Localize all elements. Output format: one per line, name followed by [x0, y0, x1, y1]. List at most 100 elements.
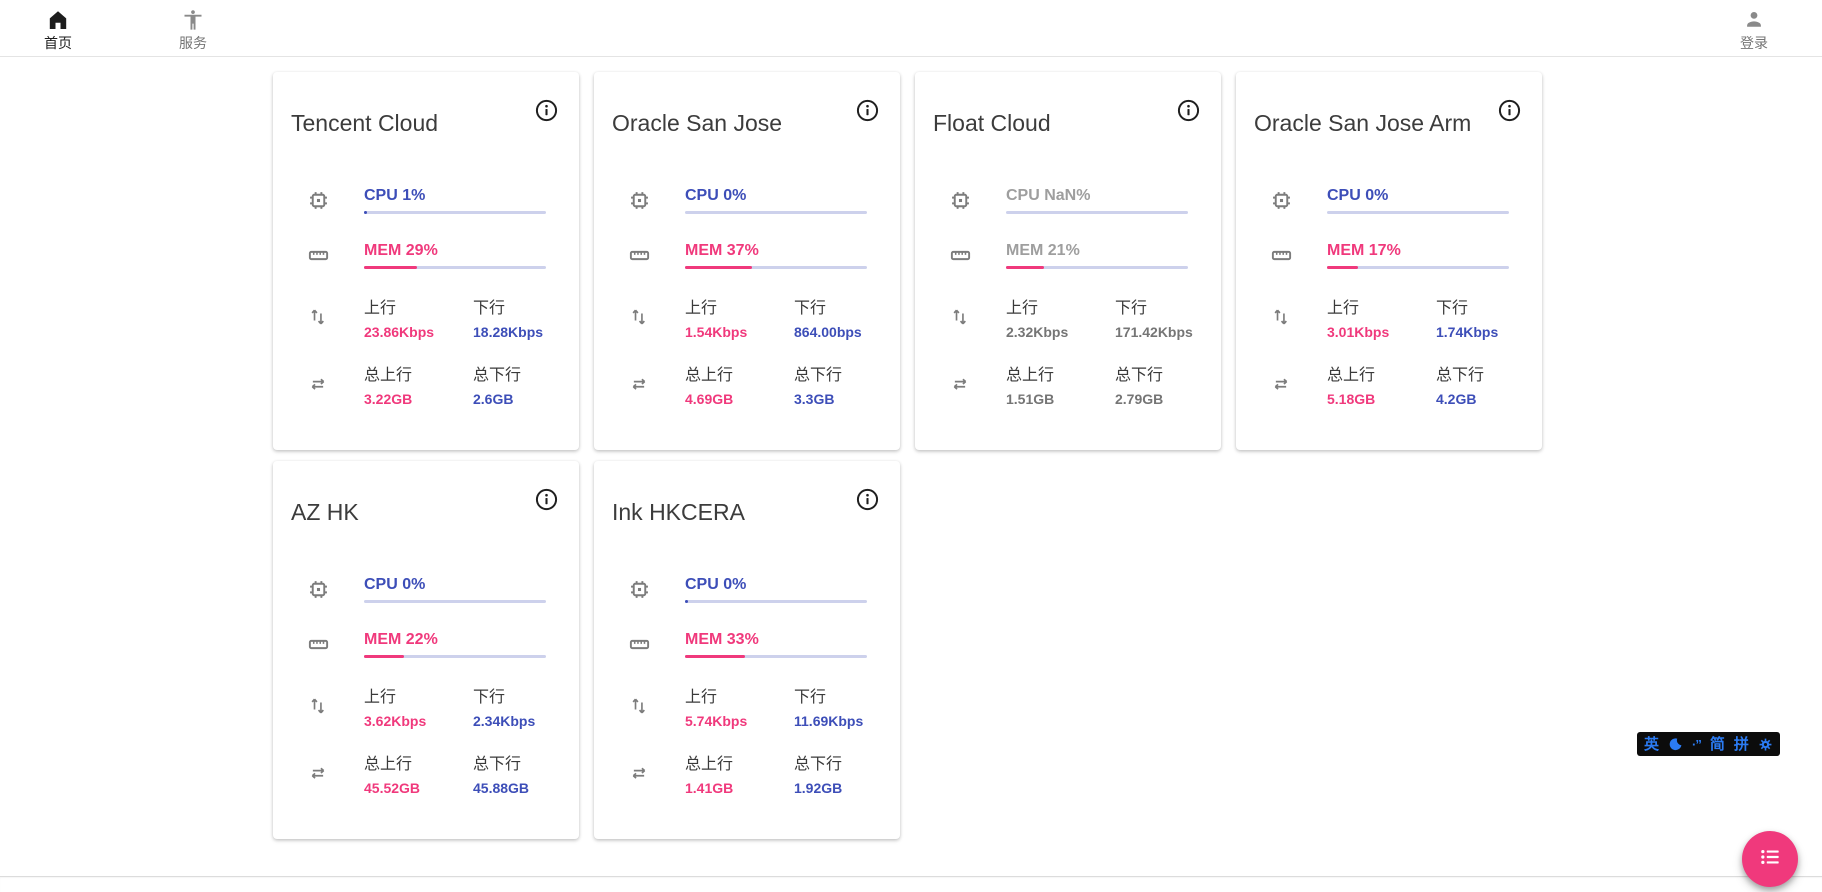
ime-english-mode[interactable]: 英: [1644, 735, 1660, 753]
cpu-row: CPU NaN%: [931, 187, 1205, 214]
info-icon[interactable]: [1176, 98, 1201, 123]
cpu-chip-icon: [306, 189, 330, 213]
mem-bar-fill: [364, 266, 417, 269]
memory-ruler-icon: [306, 633, 330, 657]
card-stats: CPU 1% MEM 29%: [289, 187, 563, 407]
total-row: 总上行 3.22GB 总下行 2.6GB: [289, 361, 563, 407]
card-header: Tencent Cloud: [289, 98, 563, 137]
total-down-value: 1.92GB: [794, 780, 843, 796]
info-icon[interactable]: [855, 98, 880, 123]
down-label: 下行: [794, 689, 827, 706]
ime-toolbar: 英 ·” 简 拼: [1637, 732, 1780, 756]
speed-row: 上行 3.01Kbps 下行 1.74Kbps: [1252, 294, 1526, 340]
total-down-label: 总下行: [794, 367, 843, 384]
cpu-label: CPU 1%: [364, 187, 426, 204]
total-up-value: 4.69GB: [685, 391, 734, 407]
ime-settings-gear-icon[interactable]: [1758, 737, 1773, 752]
total-up-label: 总上行: [364, 367, 413, 384]
cpu-bar-fill: [685, 600, 688, 603]
server-name: AZ HK: [291, 499, 359, 525]
cpu-label: CPU 0%: [364, 576, 426, 593]
nav-item-home[interactable]: 首页: [30, 6, 86, 53]
server-list-fab[interactable]: [1742, 831, 1798, 887]
total-down-label: 总下行: [794, 756, 843, 773]
up-label: 上行: [1006, 300, 1039, 317]
info-icon[interactable]: [1497, 98, 1522, 123]
cpu-bar-fill: [364, 211, 367, 214]
cpu-chip-icon: [1269, 189, 1293, 213]
info-icon[interactable]: [855, 487, 880, 512]
list-icon: [1757, 844, 1783, 875]
server-name: Ink HKCERA: [612, 499, 745, 525]
ime-simplified-mode[interactable]: 简: [1709, 735, 1725, 753]
mem-row: MEM 22%: [289, 631, 563, 658]
total-down-value: 4.2GB: [1436, 391, 1477, 407]
mem-bar-fill: [685, 266, 753, 269]
nav-item-login[interactable]: 登录: [1726, 6, 1782, 53]
up-label: 上行: [685, 300, 718, 317]
swap-horiz-icon: [627, 761, 651, 785]
cpu-row: CPU 0%: [289, 576, 563, 603]
card-header: Float Cloud: [931, 98, 1205, 137]
swap-horiz-icon: [306, 372, 330, 396]
up-value: 23.86Kbps: [364, 324, 435, 340]
top-nav: 首页 服务 登录: [0, 0, 1822, 57]
ime-moon-icon[interactable]: [1668, 737, 1683, 752]
home-icon: [46, 6, 70, 32]
cpu-label: CPU 0%: [685, 187, 747, 204]
cpu-bar: [1327, 211, 1509, 214]
cpu-label: CPU NaN%: [1006, 187, 1091, 204]
total-up-value: 1.41GB: [685, 780, 734, 796]
card-stats: CPU 0% MEM 37%: [610, 187, 884, 407]
info-icon[interactable]: [534, 98, 559, 123]
down-label: 下行: [1436, 300, 1469, 317]
total-row: 总上行 1.41GB 总下行 1.92GB: [610, 750, 884, 796]
swap-vert-icon: [1269, 305, 1293, 329]
card-header: Oracle San Jose: [610, 98, 884, 137]
card-header: AZ HK: [289, 487, 563, 526]
total-up-label: 总上行: [685, 756, 734, 773]
server-name: Oracle San Jose: [612, 110, 783, 136]
cpu-bar: [364, 211, 546, 214]
swap-vert-icon: [627, 694, 651, 718]
mem-label: MEM 17%: [1327, 242, 1401, 259]
total-down-label: 总下行: [1115, 367, 1164, 384]
cpu-row: CPU 0%: [610, 187, 884, 214]
cpu-bar: [685, 600, 867, 603]
card-stats: CPU 0% MEM 17%: [1252, 187, 1526, 407]
total-down-label: 总下行: [473, 756, 522, 773]
cpu-chip-icon: [627, 189, 651, 213]
nav-item-services[interactable]: 服务: [165, 6, 221, 53]
down-value: 18.28Kbps: [473, 324, 544, 340]
down-label: 下行: [794, 300, 827, 317]
swap-horiz-icon: [627, 372, 651, 396]
ime-pinyin-mode[interactable]: 拼: [1733, 735, 1749, 753]
server-card: Oracle San Jose Arm CPU 0%: [1236, 72, 1542, 450]
up-value: 3.62Kbps: [364, 713, 427, 729]
total-up-label: 总上行: [1327, 367, 1376, 384]
total-row: 总上行 45.52GB 总下行 45.88GB: [289, 750, 563, 796]
speed-row: 上行 2.32Kbps 下行 171.42Kbps: [931, 294, 1205, 340]
down-label: 下行: [1115, 300, 1148, 317]
card-stats: CPU 0% MEM 22%: [289, 576, 563, 796]
mem-bar-fill: [1327, 266, 1358, 269]
total-up-label: 总上行: [685, 367, 734, 384]
server-card: Tencent Cloud CPU 1%: [273, 72, 579, 450]
swap-vert-icon: [627, 305, 651, 329]
memory-ruler-icon: [306, 244, 330, 268]
memory-ruler-icon: [627, 244, 651, 268]
mem-row: MEM 17%: [1252, 242, 1526, 269]
total-up-value: 3.22GB: [364, 391, 413, 407]
total-down-value: 45.88GB: [473, 780, 530, 796]
up-label: 上行: [685, 689, 718, 706]
down-label: 下行: [473, 689, 506, 706]
mem-label: MEM 22%: [364, 631, 438, 648]
mem-label: MEM 21%: [1006, 242, 1080, 259]
ime-punctuation-mode[interactable]: ·”: [1692, 736, 1702, 752]
info-icon[interactable]: [534, 487, 559, 512]
card-stats: CPU NaN% MEM 21%: [931, 187, 1205, 407]
cpu-bar: [685, 211, 867, 214]
mem-row: MEM 21%: [931, 242, 1205, 269]
swap-vert-icon: [306, 694, 330, 718]
